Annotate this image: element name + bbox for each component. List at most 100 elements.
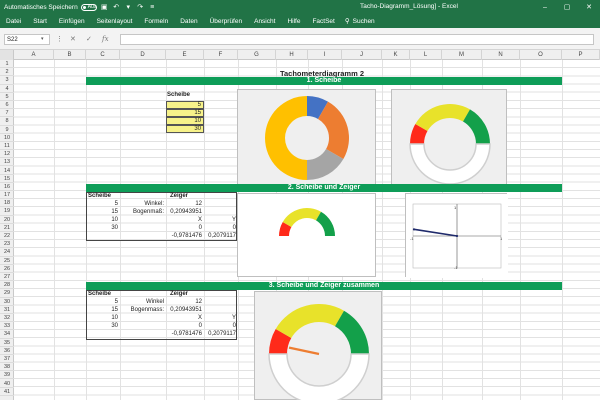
- row-header[interactable]: 13: [0, 158, 14, 167]
- tab-formeln[interactable]: Formeln: [144, 17, 169, 25]
- row-header[interactable]: 33: [0, 322, 14, 331]
- column-header-o[interactable]: O: [520, 50, 562, 60]
- gauge3-segment[interactable]: [269, 329, 292, 354]
- section3-x0-value[interactable]: 0: [198, 323, 202, 329]
- gauge-chart-half[interactable]: [237, 193, 376, 277]
- section3-scheibe-value[interactable]: 10: [111, 315, 118, 321]
- column-header-l[interactable]: L: [410, 50, 442, 60]
- column-header-h[interactable]: H: [276, 50, 308, 60]
- tab-hilfe[interactable]: Hilfe: [287, 17, 301, 25]
- section3-scheibe-value[interactable]: 15: [111, 307, 118, 313]
- gauge3-segment[interactable]: [275, 304, 344, 338]
- gauge-chart-combined[interactable]: [254, 291, 382, 400]
- row-header[interactable]: 29: [0, 289, 14, 298]
- section3-winkel-value[interactable]: 12: [195, 299, 202, 305]
- row-header[interactable]: 26: [0, 265, 14, 273]
- section2-scheibe-value[interactable]: 30: [111, 225, 118, 231]
- column-header-d[interactable]: D: [120, 50, 166, 60]
- column-header-b[interactable]: B: [54, 50, 86, 60]
- name-box-dropdown-icon[interactable]: ▾: [41, 36, 44, 42]
- tab-seitenlayout[interactable]: Seitenlayout: [96, 17, 133, 25]
- row-header[interactable]: 3: [0, 76, 14, 85]
- cancel-icon[interactable]: ✕: [70, 36, 76, 43]
- name-box[interactable]: S22: [4, 34, 50, 45]
- column-header-m[interactable]: M: [442, 50, 482, 60]
- row-header[interactable]: 30: [0, 298, 14, 306]
- formula-input[interactable]: [120, 34, 594, 45]
- row-header[interactable]: 37: [0, 355, 14, 364]
- row-header[interactable]: 10: [0, 134, 14, 142]
- row-header[interactable]: 11: [0, 142, 14, 151]
- row-header[interactable]: 41: [0, 388, 14, 396]
- section1-value-cell[interactable]: 30: [166, 125, 204, 133]
- tab-factset[interactable]: FactSet: [312, 17, 335, 25]
- undo-dropdown-icon[interactable]: ▾: [126, 4, 130, 11]
- column-header-e[interactable]: E: [166, 50, 204, 60]
- tab-start[interactable]: Start: [33, 17, 47, 25]
- row-header[interactable]: 23: [0, 240, 14, 249]
- row-header[interactable]: 35: [0, 339, 14, 347]
- autosave-toggle[interactable]: Aus: [80, 3, 97, 11]
- section2-y1-value[interactable]: 0,2079117: [208, 233, 236, 239]
- row-header[interactable]: 12: [0, 150, 14, 159]
- donut-slice[interactable]: [307, 149, 344, 180]
- column-header-p[interactable]: P: [562, 50, 600, 60]
- column-header-k[interactable]: K: [382, 50, 410, 60]
- cell-area[interactable]: Tachometerdiagramm 2 1. Scheibe Scheibe …: [14, 60, 600, 400]
- undo-icon[interactable]: ↶: [113, 4, 120, 11]
- row-header[interactable]: 28: [0, 281, 14, 290]
- row-header[interactable]: 18: [0, 199, 14, 208]
- row-header[interactable]: 40: [0, 380, 14, 388]
- tab-ansicht[interactable]: Ansicht: [254, 17, 276, 25]
- section1-value-cell[interactable]: 10: [166, 117, 204, 125]
- row-header[interactable]: 39: [0, 371, 14, 380]
- column-header-g[interactable]: G: [238, 50, 276, 60]
- gauge1-segment[interactable]: [415, 104, 470, 131]
- row-header[interactable]: 15: [0, 175, 14, 183]
- row-header[interactable]: 20: [0, 216, 14, 224]
- tab-ueberpruefen[interactable]: Überprüfen: [209, 17, 243, 25]
- row-header[interactable]: 19: [0, 207, 14, 216]
- row-header[interactable]: 27: [0, 273, 14, 282]
- section3-x1-value[interactable]: -0,9781476: [171, 331, 202, 337]
- gauge1-segment[interactable]: [409, 143, 491, 185]
- section2-scheibe-value[interactable]: 15: [111, 209, 118, 215]
- close-icon[interactable]: ✕: [586, 4, 592, 11]
- donut-slice[interactable]: [307, 96, 328, 119]
- row-header[interactable]: 5: [0, 93, 14, 101]
- save-icon[interactable]: ▣: [100, 4, 108, 11]
- section2-x1-value[interactable]: -0,9781476: [171, 233, 202, 239]
- redo-icon[interactable]: ↷: [137, 4, 144, 11]
- donut-slice[interactable]: [318, 101, 349, 159]
- select-all-corner[interactable]: [0, 50, 14, 60]
- column-header-a[interactable]: A: [14, 50, 54, 60]
- column-header-n[interactable]: N: [482, 50, 520, 60]
- column-header-j[interactable]: J: [342, 50, 382, 60]
- row-header[interactable]: 25: [0, 257, 14, 265]
- row-header[interactable]: 1: [0, 60, 14, 69]
- row-header[interactable]: 9: [0, 126, 14, 134]
- row-header[interactable]: 7: [0, 109, 14, 118]
- row-header[interactable]: 8: [0, 117, 14, 126]
- gauge1-segment[interactable]: [410, 124, 428, 144]
- row-header[interactable]: 6: [0, 101, 14, 110]
- section2-bogenmass-value[interactable]: 0,20943951: [170, 209, 202, 215]
- section2-scheibe-value[interactable]: 10: [111, 217, 118, 223]
- row-header[interactable]: 24: [0, 248, 14, 257]
- row-header[interactable]: 14: [0, 167, 14, 175]
- row-header[interactable]: 34: [0, 330, 14, 339]
- section2-winkel-value[interactable]: 12: [195, 201, 202, 207]
- row-header[interactable]: 2: [0, 68, 14, 77]
- more-options-icon[interactable]: ⋮: [56, 36, 63, 43]
- row-header[interactable]: 17: [0, 191, 14, 200]
- column-header-f[interactable]: F: [204, 50, 238, 60]
- maximize-icon[interactable]: ▢: [563, 4, 571, 11]
- donut-chart[interactable]: [237, 89, 376, 185]
- gauge3-segment[interactable]: [335, 310, 369, 354]
- row-header[interactable]: 36: [0, 347, 14, 355]
- gauge2-segment[interactable]: [279, 222, 292, 236]
- section3-scheibe-value[interactable]: 30: [111, 323, 118, 329]
- row-header[interactable]: 31: [0, 306, 14, 314]
- section3-scheibe-value[interactable]: 5: [114, 299, 118, 305]
- section1-value-cell[interactable]: 5: [166, 101, 204, 109]
